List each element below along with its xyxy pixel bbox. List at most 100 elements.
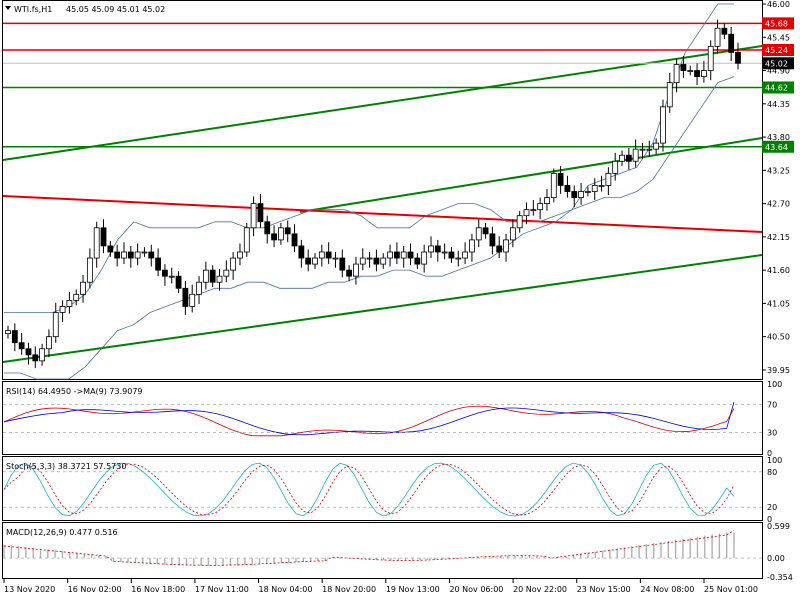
price-tick-label: 42.15 — [767, 233, 790, 242]
stoch-pane[interactable] — [2, 456, 763, 521]
candle-body — [496, 245, 503, 253]
candle-body — [530, 209, 537, 212]
candle-body — [714, 27, 721, 47]
candle-body — [107, 245, 114, 253]
time-tick-label: 18 Nov 04:00 — [259, 585, 313, 594]
candle-body — [605, 172, 612, 186]
time-tick-label: 20 Nov 06:00 — [449, 585, 503, 594]
candle-body — [216, 275, 223, 283]
bollinger-lower-line — [4, 76, 735, 380]
candle-body — [673, 64, 680, 84]
candle-body — [557, 172, 564, 186]
level-label-bg — [762, 43, 794, 56]
candle-body — [612, 160, 619, 174]
candle-body — [407, 251, 414, 259]
green-channel-middle-line — [299, 137, 763, 213]
macd-signal-line — [3, 530, 735, 566]
price-tick-label: 43.25 — [767, 166, 790, 175]
candle-body — [380, 257, 387, 265]
candle-body — [578, 191, 584, 198]
indicator-tick-label: 0 — [767, 449, 772, 458]
macd-pane[interactable] — [2, 522, 763, 579]
stochastic-lines — [3, 462, 735, 517]
candle-body — [462, 251, 469, 259]
candle-body — [202, 269, 209, 283]
macd-label: MACD(12,26,9) 0.477 0.516 — [6, 528, 118, 537]
price-tick-label: 40.50 — [767, 333, 790, 342]
candle-body — [11, 330, 18, 344]
symbol-label: WTI.fs,H1 — [14, 5, 52, 14]
candle-body — [503, 239, 509, 253]
candle-body — [482, 227, 489, 235]
price-axis: 46.00 45.45 44.90 44.35 43.80 43.25 42.70 42.15… — [762, 0, 790, 375]
price-tick-label: 39.95 — [767, 366, 790, 375]
candle-body — [707, 45, 714, 71]
indicator-tick-label: 0.00 — [767, 554, 785, 563]
time-tick-label: 23 Nov 15:00 — [577, 585, 631, 594]
candle-body — [100, 227, 107, 247]
level-label-bg — [762, 81, 794, 94]
candle-body — [632, 148, 639, 162]
candle-body — [312, 257, 318, 265]
indicator-tick-label: 80 — [767, 468, 777, 477]
candle-body — [523, 209, 530, 217]
candle-body — [666, 82, 673, 108]
candle-body — [318, 251, 325, 259]
candle-body — [721, 27, 728, 35]
menu-triangle-icon[interactable] — [5, 6, 11, 10]
candle-body — [209, 269, 216, 283]
candle-body — [400, 251, 407, 259]
candle-body — [700, 70, 707, 78]
time-tick-label: 20 Nov 22:00 — [513, 585, 567, 594]
candle-body — [182, 287, 189, 307]
candle-body — [694, 70, 700, 78]
candle-body — [339, 257, 346, 271]
price-tick-label: 46.00 — [767, 0, 790, 9]
price-tick-label: 45.45 — [767, 33, 790, 42]
candle-body — [441, 251, 448, 254]
candle-body — [52, 312, 59, 338]
candle-body — [639, 148, 646, 151]
candle-body — [243, 227, 250, 253]
candle-body — [353, 263, 359, 277]
time-tick-label: 25 Nov 01:00 — [704, 585, 758, 594]
rsi-label: RSI(14) 64.4950 ->MA(9) 73.9079 — [6, 387, 143, 396]
candle-body — [46, 336, 52, 350]
candle-body — [735, 52, 741, 64]
candle-body — [625, 154, 632, 162]
candle-body — [264, 221, 271, 235]
candle-body — [537, 203, 544, 211]
ohlc-label: 45.05 45.09 45.01 45.02 — [66, 5, 165, 14]
candle-body — [516, 215, 523, 229]
candle-body — [359, 257, 366, 265]
macd-histogram — [3, 530, 735, 567]
price-pane[interactable] — [2, 0, 763, 380]
candle-body — [646, 148, 653, 151]
candle-body — [619, 154, 625, 162]
green-channel-upper-line — [2, 45, 763, 161]
level-label: 44.62 — [765, 83, 788, 92]
candle-body — [141, 251, 148, 254]
candle-body — [489, 233, 496, 247]
candle-body — [284, 227, 291, 235]
candle-body — [175, 275, 182, 289]
rsi-ma-line — [3, 401, 735, 436]
price-tick-label: 44.35 — [767, 100, 790, 109]
candle-body — [387, 251, 393, 259]
candle-body — [148, 251, 155, 259]
candle-body — [18, 342, 25, 350]
price-tick-label: 43.80 — [767, 133, 790, 142]
candle-body — [448, 251, 455, 259]
stoch-main-line — [3, 462, 735, 517]
candle-body — [728, 33, 735, 53]
rsi-pane[interactable] — [2, 381, 763, 455]
stoch-label: Stoch(5,3,3) 38.3721 57.5730 — [6, 462, 126, 471]
current-price-label: 45.02 — [765, 59, 788, 68]
candle-body — [80, 281, 86, 295]
candle-body — [162, 269, 168, 277]
time-tick-label: 24 Nov 08:00 — [640, 585, 694, 594]
indicator-tick-label: 100 — [767, 456, 782, 465]
